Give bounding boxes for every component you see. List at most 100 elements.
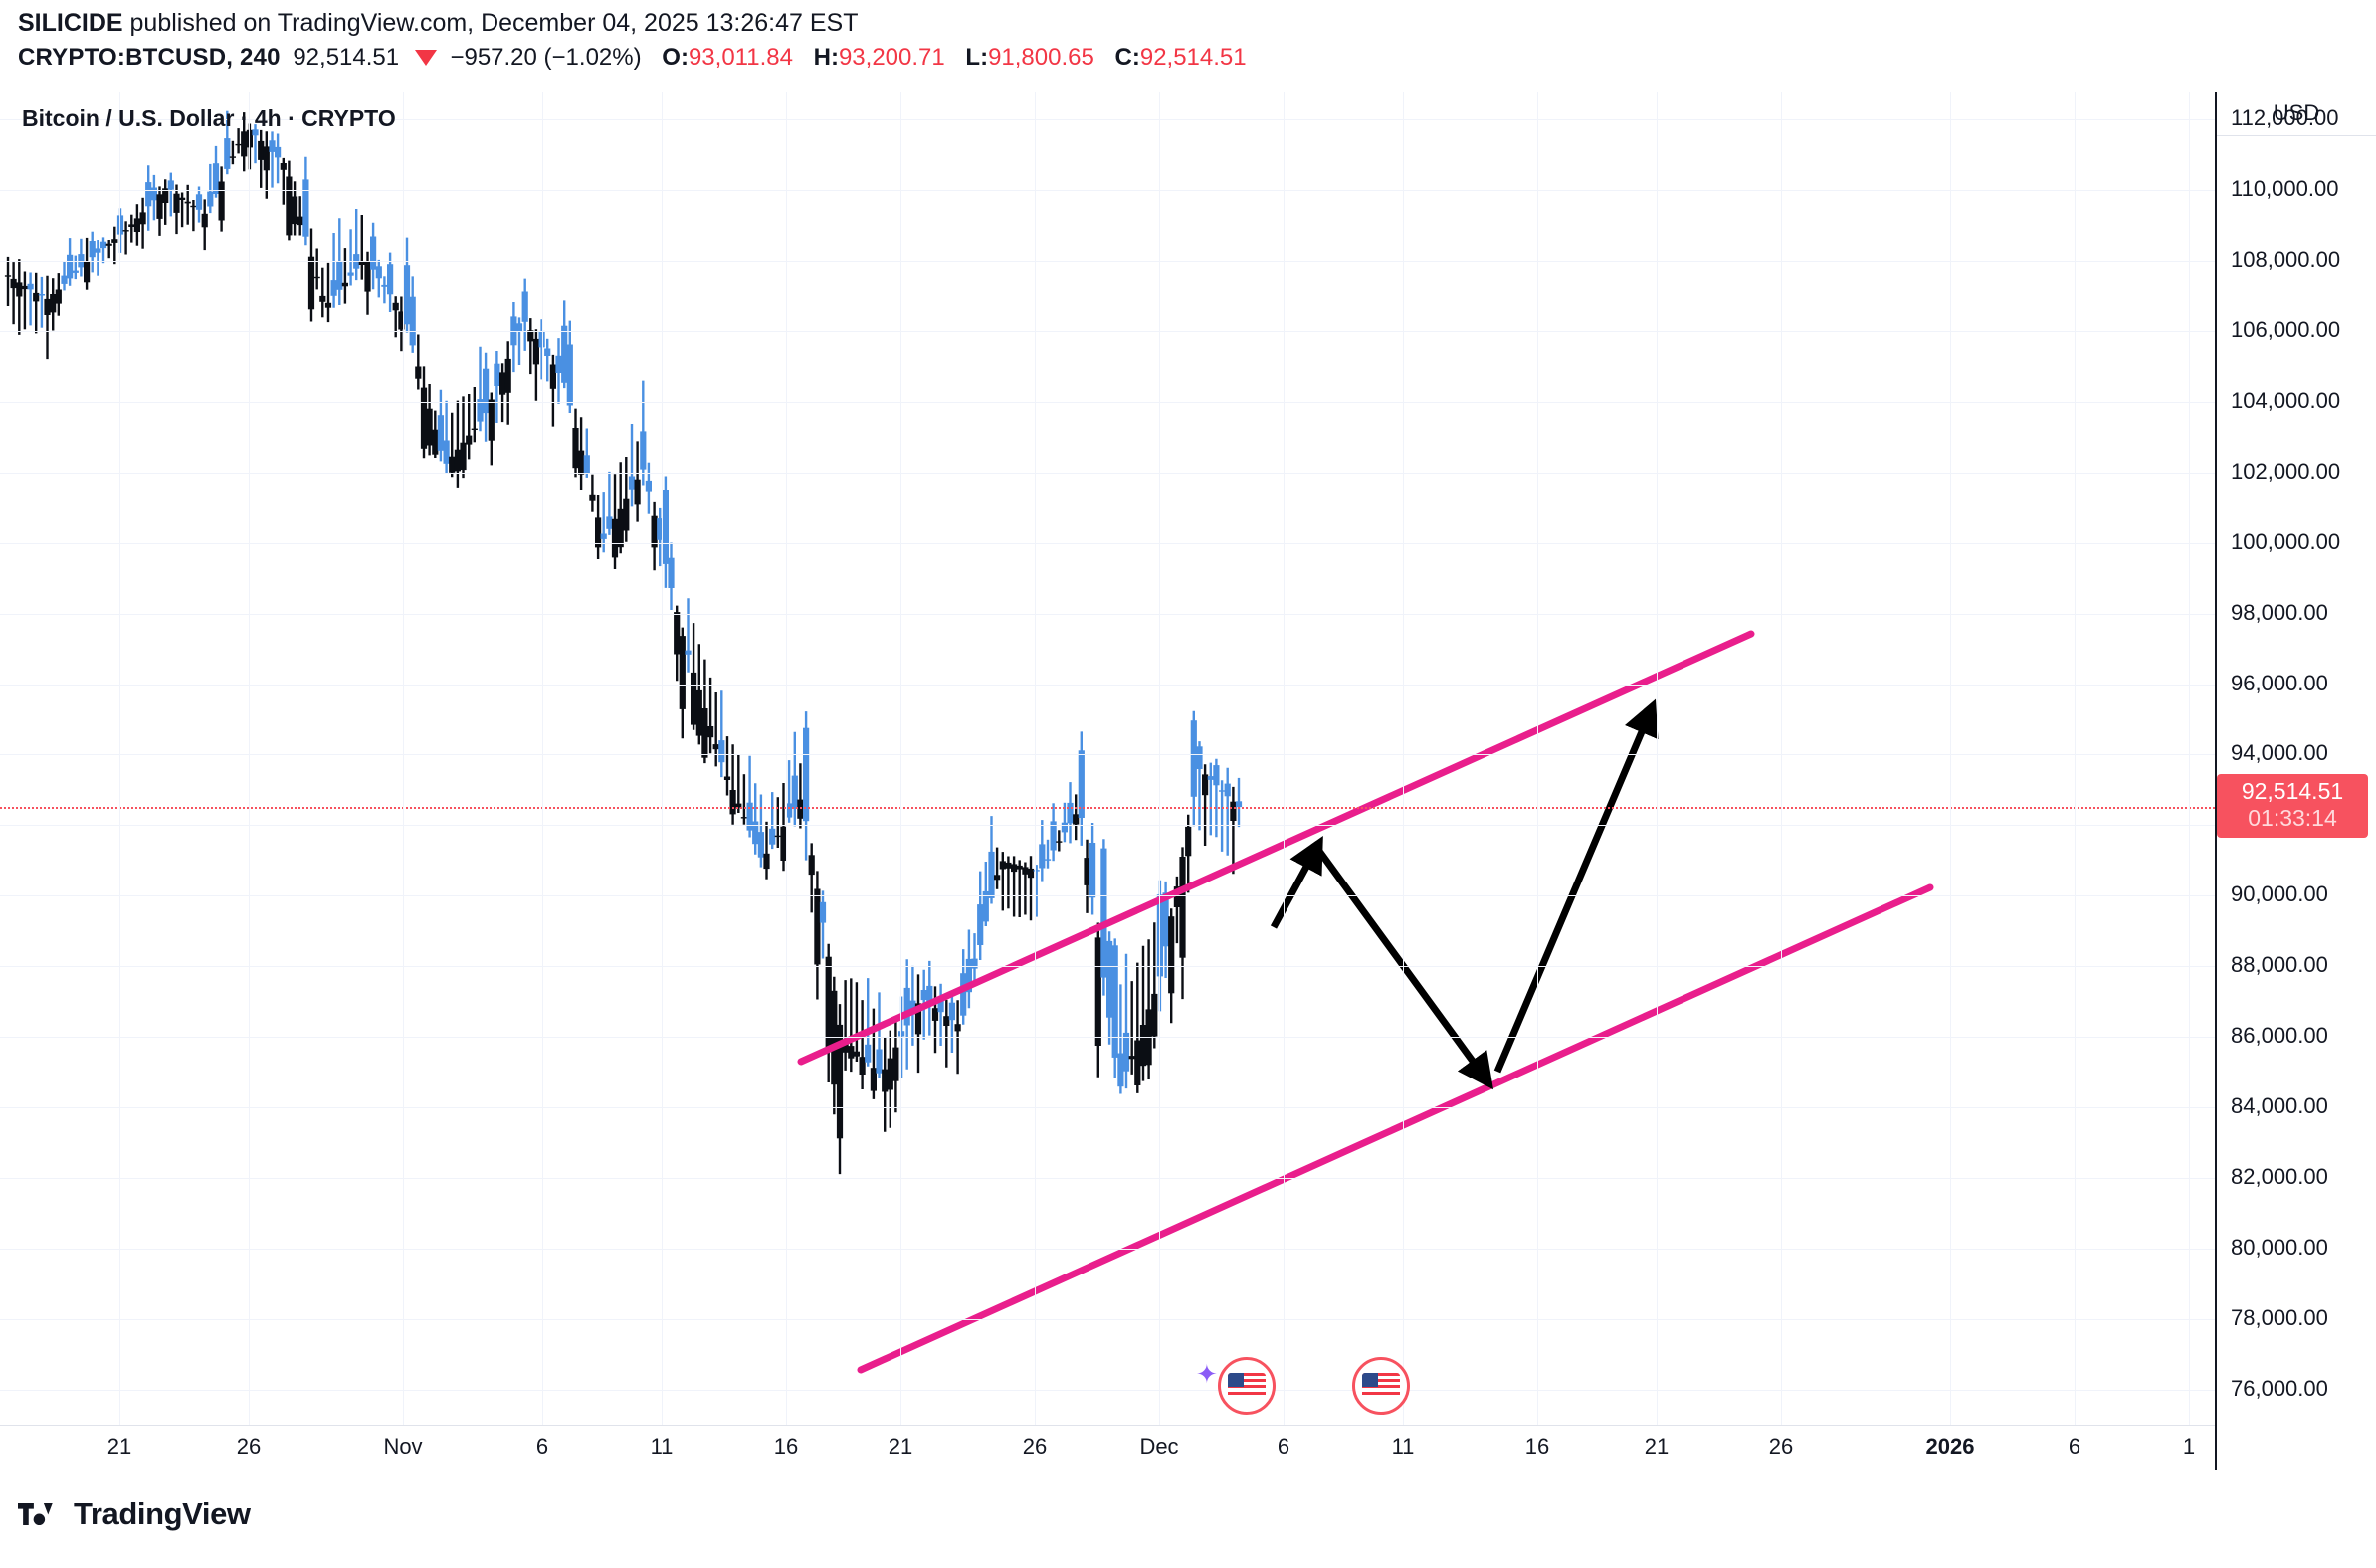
price-tick-label: 94,000.00 — [2231, 740, 2328, 766]
symbol-label[interactable]: CRYPTO:BTCUSD, 240 — [18, 44, 281, 71]
time-tick-label: Dec — [1139, 1434, 1179, 1459]
candle-body — [769, 828, 776, 845]
candle-body — [370, 236, 377, 270]
candle-body — [139, 212, 146, 225]
gridline-vertical — [1284, 92, 1285, 1425]
gridline-vertical — [542, 92, 543, 1425]
candle-body — [330, 280, 337, 296]
gridline-horizontal — [0, 472, 2215, 474]
price-tick-label: 110,000.00 — [2231, 176, 2339, 202]
candle-body — [84, 261, 91, 283]
candle-body — [757, 832, 764, 858]
candle-body — [67, 254, 74, 279]
time-tick-label: 11 — [650, 1434, 674, 1459]
economic-event-icon[interactable] — [1352, 1357, 1410, 1415]
candle-body — [258, 140, 265, 160]
candle-body — [190, 205, 197, 208]
candle-body — [4, 275, 12, 277]
candle-body — [460, 442, 467, 471]
candle-body — [167, 180, 174, 190]
candle-body — [364, 261, 371, 292]
currency-label: USD — [2217, 92, 2376, 136]
candle-body — [544, 348, 551, 356]
last-price-line — [0, 807, 2215, 810]
candle-body — [443, 440, 450, 464]
time-axis[interactable]: 21 26 Nov 6 11 16 21 26 Dec 6 11 16 21 26 2026 6 1 — [0, 1425, 2215, 1470]
candle-body — [848, 1046, 855, 1059]
candle-body — [882, 1069, 889, 1092]
candle-body — [224, 138, 231, 169]
gridline-vertical — [900, 92, 901, 1425]
ai-sparkle-icon[interactable]: ✦ — [1196, 1359, 1218, 1389]
candle-body — [286, 176, 293, 236]
channel-upper-line[interactable] — [797, 630, 1755, 1066]
candle-body — [914, 1003, 922, 1035]
candle-body — [971, 958, 978, 969]
candle-body — [566, 344, 573, 406]
gridline-horizontal — [0, 825, 2215, 827]
candle-body — [948, 1002, 955, 1021]
candle-body — [1128, 1056, 1135, 1060]
projection-up-leg[interactable] — [1270, 836, 1323, 929]
gridline-horizontal — [0, 754, 2215, 756]
candle-body — [1094, 937, 1101, 1046]
candle-body — [201, 213, 208, 228]
projection-rally[interactable] — [1493, 698, 1659, 1074]
candle-body — [1196, 746, 1203, 769]
last-price-badge[interactable]: 92,514.51 01:33:14 — [2217, 774, 2368, 839]
candle-body — [156, 194, 163, 219]
price-tick-label: 90,000.00 — [2231, 882, 2328, 907]
price-tick-label: 76,000.00 — [2231, 1375, 2328, 1401]
candle-body — [10, 278, 17, 289]
us-flag-icon — [1228, 1373, 1266, 1399]
candle-body — [651, 515, 658, 548]
time-tick-label: 6 — [1277, 1434, 1290, 1459]
candle-body — [510, 316, 517, 346]
price-tick-label: 82,000.00 — [2231, 1163, 2328, 1189]
candle-body — [179, 197, 186, 200]
candle-body — [662, 490, 669, 564]
candle-body — [494, 363, 500, 386]
gridline-horizontal — [0, 119, 2215, 121]
candle-body — [1016, 865, 1023, 870]
channel-lower-line[interactable] — [857, 883, 1934, 1374]
price-tick-label: 112,000.00 — [2231, 105, 2339, 131]
gridline-horizontal — [0, 1318, 2215, 1320]
candle-body — [870, 1068, 877, 1091]
candle-body — [780, 826, 787, 861]
candle-body — [555, 355, 562, 373]
economic-event-icon[interactable] — [1218, 1357, 1276, 1415]
candle-body — [931, 1008, 939, 1021]
candle-body — [1219, 790, 1226, 792]
candle-body — [184, 201, 191, 204]
candle-body — [61, 275, 68, 284]
gridline-horizontal — [0, 1389, 2215, 1391]
gridline-vertical — [403, 92, 404, 1425]
chart-area[interactable]: Bitcoin / U.S. Dollar · 4h · CRYPTO USD … — [0, 92, 2376, 1470]
candle-body — [977, 904, 984, 945]
gridline-horizontal — [0, 1248, 2215, 1250]
candle-body — [1162, 892, 1169, 947]
price-pane[interactable]: Bitcoin / U.S. Dollar · 4h · CRYPTO — [0, 92, 2215, 1425]
candle-body — [965, 958, 972, 993]
candle-body — [358, 261, 365, 265]
candle-body — [426, 408, 433, 446]
chart-legend: Bitcoin / U.S. Dollar · 4h · CRYPTO — [22, 105, 396, 131]
candle-body — [623, 498, 630, 531]
price-axis[interactable]: USD 112,000.00 110,000.00 108,000.00 106,00… — [2215, 92, 2376, 1470]
candle-body — [797, 799, 804, 819]
candle-body — [488, 399, 495, 441]
projection-down-leg[interactable] — [1310, 840, 1494, 1090]
candle-body — [628, 476, 636, 490]
candle-body — [1122, 1032, 1130, 1072]
tradingview-logo[interactable]: TradingView — [18, 1496, 251, 1532]
candle-body — [235, 143, 242, 146]
candle-body — [313, 276, 320, 279]
candle-body — [920, 990, 927, 1001]
candle-body — [1005, 862, 1012, 869]
high-key: H: — [813, 44, 839, 71]
candle-body — [471, 428, 478, 430]
candle-body — [437, 415, 444, 451]
gridline-vertical — [1159, 92, 1160, 1425]
candle-body — [16, 282, 23, 297]
